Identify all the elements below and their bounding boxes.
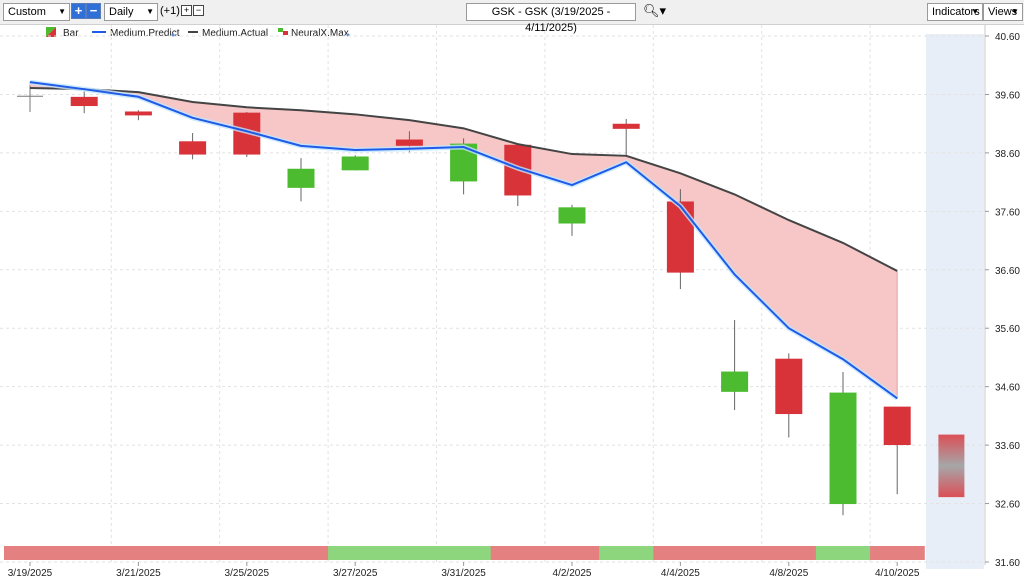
toolbar: Custom ▼ + − Daily ▼ (+1) + − GSK - GSK (3… — [0, 0, 1024, 34]
signal-band — [4, 546, 59, 560]
signal-band — [870, 546, 925, 560]
candle-body — [70, 96, 98, 107]
legend-icon — [278, 28, 283, 32]
x-tick-label: 3/25/2025 — [225, 568, 270, 576]
y-tick-label: 38.60 — [995, 149, 1020, 160]
y-tick-label: 34.60 — [995, 383, 1020, 394]
candle-body — [612, 123, 640, 129]
zoom-in[interactable]: + — [71, 3, 86, 19]
legend-label: Bar — [63, 28, 79, 39]
indicators-button[interactable]: Indicators ▼ — [927, 3, 983, 21]
signal-band — [490, 546, 546, 560]
legend-dot — [171, 33, 175, 37]
offset-plus[interactable]: + — [181, 5, 192, 16]
candle-body — [721, 371, 749, 392]
signal-band — [815, 546, 871, 560]
y-tick-label: 35.60 — [995, 324, 1020, 335]
y-tick-label: 31.60 — [995, 558, 1020, 569]
interval-label: Daily — [109, 6, 134, 18]
legend-label: Medium.Actual — [202, 28, 268, 39]
signal-band — [111, 546, 166, 560]
interval-select[interactable]: Daily ▼ — [104, 3, 158, 21]
signal-band — [273, 546, 329, 560]
candle-body — [341, 156, 369, 171]
symbol-label: GSK - GSK (3/19/2025 - 4/11/2025) — [491, 6, 611, 34]
x-tick-label: 3/21/2025 — [116, 568, 161, 576]
legend-label: NeuralX.Max — [291, 28, 349, 39]
candle-body — [775, 358, 803, 415]
candle-body — [883, 406, 911, 446]
signal-band — [328, 546, 383, 560]
signal-band — [436, 546, 492, 560]
x-tick-label: 3/31/2025 — [441, 568, 486, 576]
zoom-out[interactable]: − — [86, 3, 101, 19]
views-label: Views — [988, 6, 1018, 18]
series-line — [29, 81, 898, 400]
offset-label: (+1) — [160, 5, 180, 17]
chart: Bar Medium.Predict Medium.Actual NeuralX… — [0, 25, 1020, 576]
signal-band — [544, 546, 600, 560]
x-tick-label: 4/4/2025 — [661, 568, 700, 576]
range-label: Custom — [8, 6, 46, 18]
signal-band — [653, 546, 708, 560]
search-icon[interactable]: 🔍︎▾ — [643, 3, 667, 18]
symbol-box[interactable]: GSK - GSK (3/19/2025 - 4/11/2025) — [466, 3, 636, 34]
y-tick-label: 40.60 — [995, 32, 1020, 43]
y-tick-label: 33.60 — [995, 441, 1020, 452]
y-tick-label: 32.60 — [995, 500, 1020, 511]
views-button[interactable]: Views ▼ — [983, 3, 1023, 21]
signal-band — [165, 546, 221, 560]
offset-minus[interactable]: − — [193, 5, 204, 16]
candle-body — [395, 139, 423, 146]
signal-band — [382, 546, 437, 560]
legend-label: Medium.Predict — [110, 28, 180, 39]
series-line — [29, 87, 898, 272]
x-tick-label: 4/8/2025 — [769, 568, 808, 576]
legend-icon — [283, 31, 288, 35]
candle-body — [124, 111, 152, 116]
signal-band — [707, 546, 763, 560]
legend-icon — [46, 27, 56, 37]
signal-band — [219, 546, 275, 560]
candle-body — [558, 207, 586, 224]
candle-body — [287, 168, 315, 188]
forecast-range — [938, 434, 965, 498]
x-tick-label: 3/19/2025 — [8, 568, 53, 576]
x-tick-label: 4/2/2025 — [553, 568, 592, 576]
signal-band — [57, 546, 112, 560]
indicators-label: Indicators — [932, 6, 980, 18]
x-tick-label: 4/10/2025 — [875, 568, 920, 576]
spread-fill — [29, 81, 898, 400]
y-tick-label: 37.60 — [995, 207, 1020, 218]
x-tick-label: 3/27/2025 — [333, 568, 378, 576]
signal-band — [599, 546, 654, 560]
legend: Bar Medium.Predict Medium.Actual NeuralX… — [46, 27, 350, 39]
candle-body — [829, 392, 857, 505]
signal-band — [761, 546, 817, 560]
candle-body — [666, 201, 694, 273]
candle-body — [179, 141, 207, 155]
y-tick-label: 36.60 — [995, 266, 1020, 277]
y-tick-label: 39.60 — [995, 90, 1020, 101]
range-select[interactable]: Custom ▼ — [3, 3, 70, 21]
